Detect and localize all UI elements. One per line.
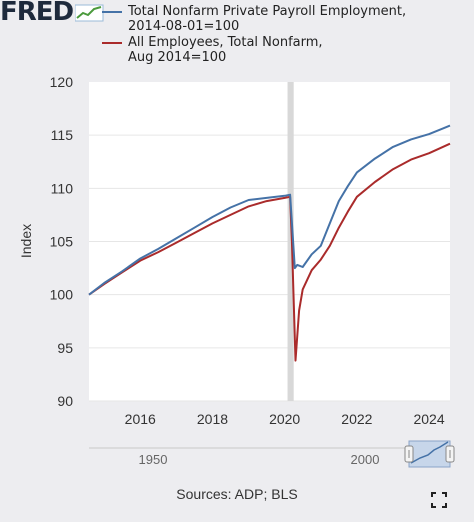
x-tick-label: 2016 (125, 411, 156, 427)
y-tick-label: 105 (50, 234, 74, 250)
y-tick-label: 120 (50, 74, 74, 90)
legend-item-private-payroll[interactable]: Total Nonfarm Private Payroll Employment… (102, 4, 407, 34)
x-tick-label: 2024 (413, 411, 444, 427)
y-tick-label: 100 (50, 287, 74, 303)
x-tick-label: 2020 (269, 411, 300, 427)
fred-graph-icon (75, 4, 104, 22)
series-line-1[interactable] (88, 142, 451, 362)
navigator[interactable]: 1950 2000 (89, 440, 455, 468)
y-axis-label: Index (18, 224, 34, 258)
legend-item-total-nonfarm[interactable]: All Employees, Total Nonfarm, Aug 2014=1… (102, 35, 323, 65)
navigator-label-1950: 1950 (139, 452, 168, 467)
y-tick-label: 95 (57, 340, 73, 356)
recession-shading (287, 82, 294, 401)
fred-logo[interactable]: FRED (0, 0, 105, 27)
y-axis-ticks: 90 95 100 105 110 115 120 (50, 74, 74, 409)
series-group (88, 124, 451, 362)
gridlines (89, 134, 450, 402)
legend-swatch-private-payroll (102, 11, 122, 13)
x-axis-ticks: 2016 2018 2020 2022 2024 (125, 411, 445, 427)
legend-label-line2: 2014-08-01=100 (128, 19, 240, 34)
y-tick-label: 115 (51, 127, 74, 143)
sources-text: Sources: ADP; BLS (176, 486, 298, 502)
fullscreen-icon[interactable] (431, 492, 447, 508)
legend-swatch-total-nonfarm (102, 42, 122, 44)
y-tick-label: 110 (51, 180, 74, 196)
x-tick-label: 2022 (341, 411, 372, 427)
series-line-0[interactable] (88, 124, 451, 296)
line-chart: 90 95 100 105 110 115 120 2016 2018 2020 2022 2024… (18, 74, 455, 468)
navigator-mini-series (410, 441, 449, 464)
y-tick-label: 90 (57, 393, 73, 409)
legend-label-line2: Aug 2014=100 (128, 50, 227, 65)
fred-logo-text: FRED (0, 0, 74, 27)
legend-label-line1: Total Nonfarm Private Payroll Employment… (128, 4, 407, 19)
legend-label-line1: All Employees, Total Nonfarm, (128, 35, 323, 50)
navigator-label-2000: 2000 (351, 452, 380, 467)
x-tick-label: 2018 (197, 411, 228, 427)
